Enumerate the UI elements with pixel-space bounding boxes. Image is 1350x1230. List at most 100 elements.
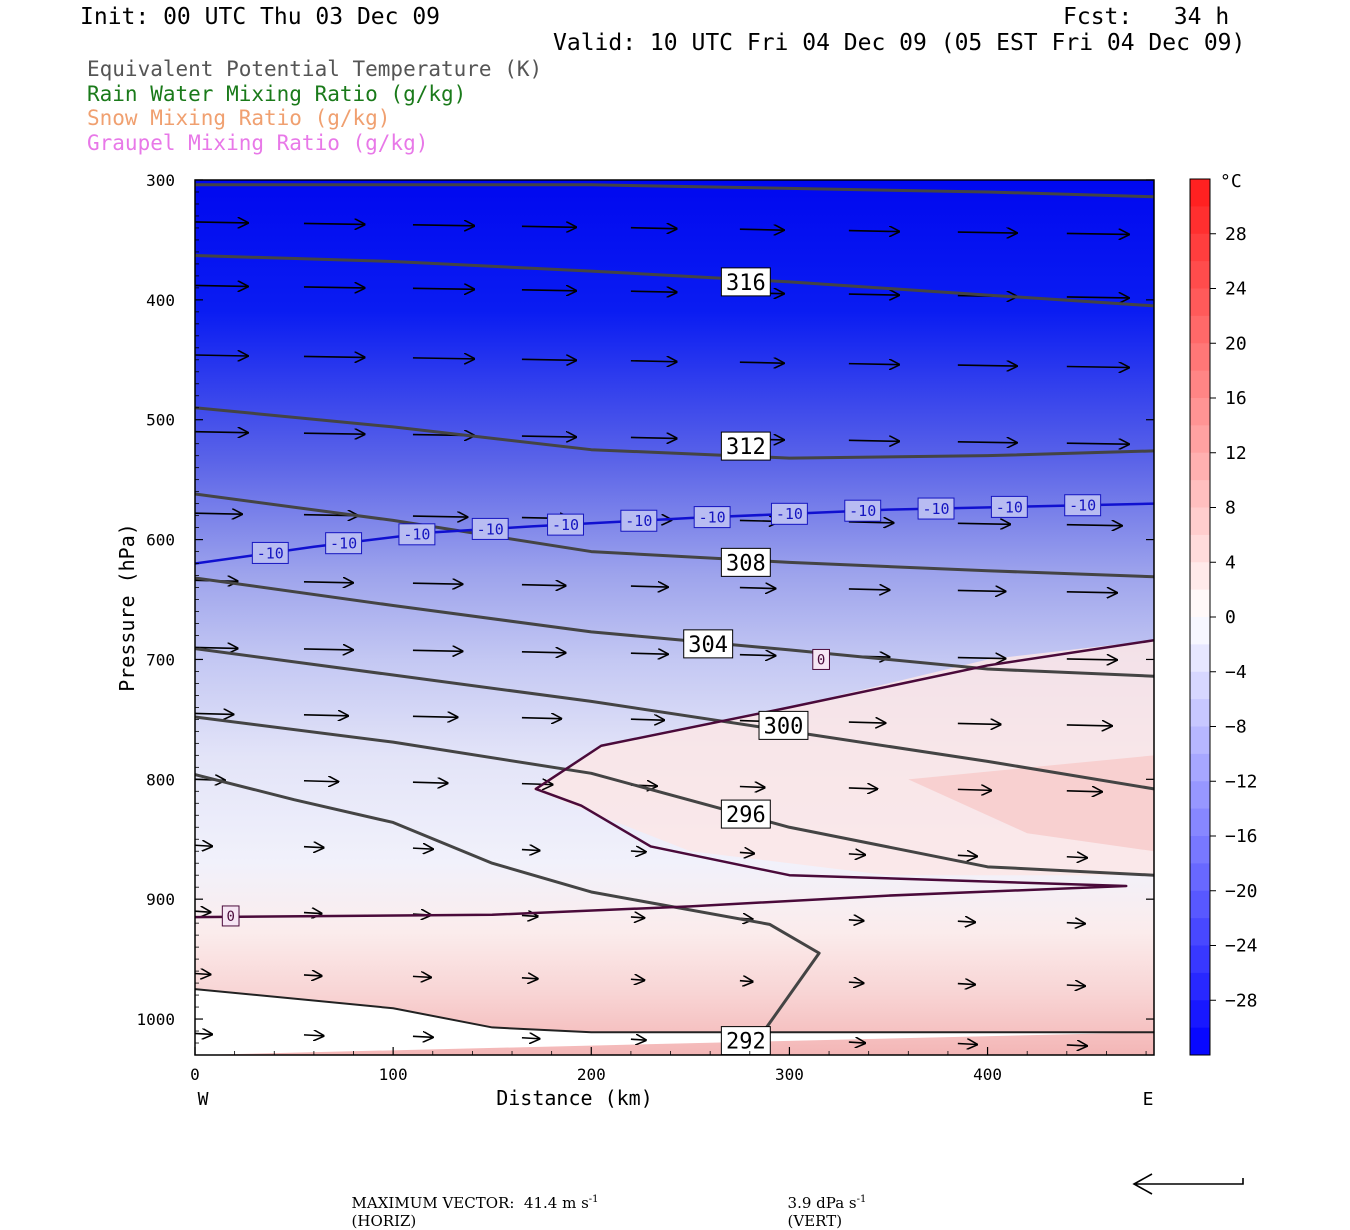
- legend-snow: Snow Mixing Ratio (g/kg): [87, 106, 391, 130]
- isotherm-label-text: -10: [849, 502, 876, 520]
- isotherm-label-box: [693, 506, 731, 529]
- wind-vector: [521, 359, 576, 360]
- wind-vector: [303, 433, 365, 434]
- colorbar-step: [1190, 398, 1210, 426]
- theta-e-label-box: [720, 547, 771, 577]
- wind-vector: [412, 848, 433, 849]
- wind-vector: [630, 917, 644, 918]
- colorbar-step: [1190, 890, 1210, 919]
- wind-vector: [630, 979, 644, 980]
- theta-e-contour-top: [195, 183, 1154, 199]
- isotherm-label-box: [770, 502, 808, 525]
- colorbar-tick-label: 0: [1225, 607, 1236, 628]
- colorbar-step: [1190, 836, 1210, 864]
- colorbar-step: [1190, 452, 1210, 481]
- wind-vector: [195, 845, 212, 846]
- wind-vector: [739, 362, 784, 363]
- colorbar-step: [1190, 699, 1210, 727]
- legend-rain: Rain Water Mixing Ratio (g/kg): [87, 82, 467, 106]
- wind-vector: [957, 442, 1017, 443]
- below-ground-region: [195, 989, 1154, 1055]
- isotherm-label-box: [547, 513, 584, 536]
- wind-vector: [848, 364, 899, 365]
- theta-e-label-text: 312: [726, 435, 766, 460]
- colorbar-step: [1190, 589, 1210, 618]
- x-tick-label: 200: [577, 1065, 606, 1084]
- wind-vector: [521, 978, 538, 979]
- y-tick-label: 1000: [136, 1010, 175, 1029]
- wind-vector: [957, 232, 1017, 233]
- colorbar-step: [1190, 781, 1210, 810]
- wind-vector: [630, 851, 646, 852]
- wind-vector: [195, 973, 210, 974]
- colorbar-step: [1190, 315, 1210, 344]
- x-axis-label: Distance (km): [496, 1086, 653, 1110]
- colorbar-step: [1190, 425, 1210, 454]
- wind-vector: [957, 365, 1017, 366]
- x-end-label-left: W: [198, 1089, 209, 1110]
- wind-vector: [521, 436, 576, 437]
- wind-vector: [521, 585, 566, 586]
- plot-frame: [194, 179, 1155, 1056]
- isotherm-label-text: -10: [257, 544, 284, 562]
- wind-vector: [630, 291, 677, 292]
- wind-vector: [303, 975, 322, 976]
- x-tick-label: 0: [190, 1065, 200, 1084]
- legend-theta-e: Equivalent Potential Temperature (K): [87, 57, 543, 81]
- isotherm-label-text: -10: [699, 508, 726, 526]
- legend-graupel: Graupel Mixing Ratio (g/kg): [87, 131, 429, 155]
- wind-vector: [957, 723, 1001, 724]
- colorbar-step: [1190, 288, 1210, 317]
- isotherm-label-text: -10: [330, 535, 357, 553]
- wind-vector: [630, 719, 664, 720]
- wind-vector: [848, 440, 899, 441]
- y-tick-label: 800: [146, 770, 175, 789]
- isotherm-label-text: -10: [776, 505, 803, 523]
- y-tick-label: 500: [146, 411, 175, 430]
- theta-e-label-box: [758, 710, 809, 740]
- colorbar-step: [1190, 534, 1210, 563]
- wind-vector: [195, 647, 238, 648]
- theta-e-contour-296: [195, 715, 1154, 877]
- wind-vector: [1066, 659, 1117, 660]
- isotherm-label-box: [1064, 494, 1102, 517]
- colorbar-step: [1190, 206, 1210, 235]
- max-vector-horiz-unit: (HORIZ): [351, 1212, 417, 1230]
- wind-vector: [412, 288, 474, 289]
- wind-vector: [848, 982, 864, 983]
- wind-vector: [848, 920, 864, 921]
- init-time: Init: 00 UTC Thu 03 Dec 09: [80, 4, 441, 30]
- theta-e-contour-312: [195, 406, 1154, 460]
- freezing-line-label-box: [221, 905, 240, 927]
- colorbar-tick-label: 16: [1225, 388, 1247, 409]
- temperature-shading: [195, 180, 1154, 1055]
- x-tick-label: 300: [775, 1065, 804, 1084]
- theta-e-label: 316: [720, 267, 771, 297]
- theta-e-label: 308: [720, 547, 771, 577]
- wind-vector: [1066, 1045, 1087, 1046]
- max-vector-vert-text: 3.9 dPa s: [787, 1194, 857, 1212]
- theta-e-label-box: [720, 799, 771, 829]
- wind-vector: [303, 287, 365, 288]
- theta-e-contour-292: [195, 773, 821, 1038]
- wind-vector: [195, 1033, 212, 1034]
- colorbar-step: [1190, 480, 1210, 508]
- wind-vector: [521, 784, 552, 785]
- max-vector-vert-unit: (VERT): [787, 1212, 843, 1230]
- wind-vector: [412, 516, 467, 517]
- wind-vector: [1066, 443, 1129, 444]
- theta-e-label-text: 296: [726, 803, 766, 828]
- isotherm-label-box: [325, 532, 363, 555]
- wind-vector: [1066, 725, 1112, 726]
- theta-e-contour-316: [195, 254, 1154, 308]
- isotherm-label: -10: [844, 499, 882, 522]
- wind-vector: [303, 649, 353, 650]
- freezing-line-label: 0: [221, 905, 240, 927]
- isotherm-label: -10: [547, 513, 584, 536]
- wind-vector: [412, 782, 448, 783]
- x-tick-label: 100: [379, 1065, 408, 1084]
- wind-vector: [739, 588, 775, 589]
- valid-time: Valid: 10 UTC Fri 04 Dec 09 (05 EST Fri …: [553, 30, 1246, 56]
- colorbar-tick-label: −8: [1225, 717, 1247, 738]
- freezing-line: [195, 639, 1154, 919]
